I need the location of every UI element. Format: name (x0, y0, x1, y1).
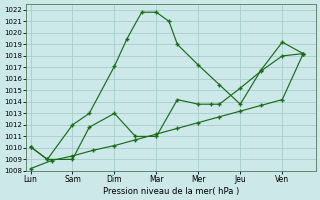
X-axis label: Pression niveau de la mer( hPa ): Pression niveau de la mer( hPa ) (103, 187, 239, 196)
